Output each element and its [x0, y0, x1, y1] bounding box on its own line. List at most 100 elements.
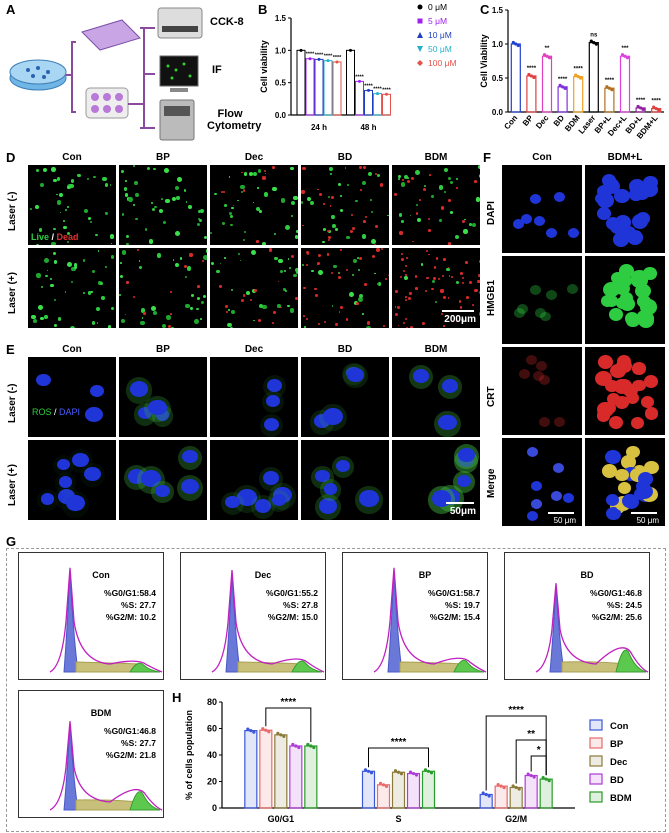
- legend-dapi: DAPI: [59, 407, 81, 417]
- dead-cell: [406, 257, 409, 260]
- live-cell: [139, 320, 145, 326]
- dead-cell: [471, 304, 475, 307]
- dead-cell: [306, 250, 310, 254]
- dead-cell: [314, 287, 317, 291]
- live-cell: [223, 257, 226, 260]
- cell-stain: [533, 215, 545, 226]
- live-cell: [135, 217, 139, 221]
- nucleus: [359, 489, 379, 507]
- live-cell: [43, 257, 49, 263]
- dead-cell: [400, 252, 403, 255]
- cell-stain: [615, 468, 630, 482]
- dead-cell: [258, 319, 262, 323]
- live-cell: [124, 193, 128, 197]
- cell-stain: [535, 308, 547, 319]
- cell-stain: [609, 415, 624, 429]
- dead-cell: [323, 202, 326, 205]
- chart-c-point: [574, 73, 578, 77]
- live-cell: [179, 257, 183, 260]
- cell-stain: [617, 481, 631, 494]
- chart-c-ytick-label: 0.5: [492, 74, 504, 83]
- chart-c-point: [542, 53, 547, 57]
- cell-stain: [631, 185, 649, 201]
- live-cell: [62, 219, 65, 223]
- live-cell: [415, 169, 421, 175]
- dead-cell: [465, 261, 468, 264]
- dead-cell: [184, 265, 188, 269]
- live-cell: [34, 204, 39, 209]
- panel-f-micrograph: 50 μm: [585, 438, 665, 526]
- live-cell: [357, 257, 359, 259]
- chart-b-significance: ****: [306, 52, 315, 58]
- chart-c-point: [592, 41, 596, 45]
- cell-stain: [567, 227, 579, 238]
- live-cell: [171, 327, 174, 328]
- live-cell: [140, 308, 146, 314]
- live-cell: [190, 307, 193, 310]
- live-cell: [184, 189, 187, 192]
- dead-cell: [440, 206, 445, 210]
- panel-e-legend: ROS / DAPI: [32, 407, 80, 417]
- live-cell: [171, 196, 177, 202]
- dead-cell: [337, 272, 340, 275]
- live-cell: [77, 174, 81, 178]
- dead-cell: [373, 243, 377, 245]
- live-cell: [153, 167, 156, 170]
- legend-sep: /: [49, 232, 57, 242]
- live-cell: [230, 223, 234, 227]
- flow-histogram: BDM %G0/G1:46.8 %S: 27.7 %G2/M: 21.8: [18, 690, 164, 818]
- live-cell: [84, 209, 89, 214]
- significance-label: ****: [508, 705, 524, 716]
- histogram-g0g1: %G0/G1:58.4: [104, 588, 156, 598]
- dead-cell: [241, 171, 243, 174]
- nucleus: [66, 495, 85, 511]
- dead-cell: [399, 275, 403, 279]
- dead-cell: [450, 276, 453, 279]
- live-cell: [237, 252, 240, 255]
- dead-cell: [126, 281, 129, 284]
- chart-h-bar: [494, 785, 508, 809]
- dead-cell: [402, 321, 405, 324]
- panel-d-micrograph: [210, 248, 298, 328]
- live-cell: [228, 309, 230, 312]
- panel-d-micrograph: [28, 248, 116, 328]
- live-cell: [362, 313, 365, 316]
- chart-b-point: [358, 79, 361, 83]
- chart-b-xtick-label: 48 h: [360, 123, 376, 132]
- dead-cell: [448, 275, 451, 278]
- chart-h-point: [541, 776, 545, 780]
- panel-letter-e: E: [6, 342, 15, 357]
- significance-bracket: [265, 707, 312, 742]
- significance-label: ****: [391, 737, 407, 748]
- chart-c-point: [545, 54, 549, 58]
- chart-h-point: [261, 727, 265, 731]
- live-cell: [104, 265, 107, 268]
- dead-cell: [404, 298, 408, 302]
- chart-h-ytick-label: 80: [207, 697, 217, 707]
- chart-h-legend-label: Dec: [610, 757, 627, 768]
- dead-cell: [242, 188, 246, 192]
- live-cell: [51, 166, 56, 172]
- nucleus: [138, 407, 153, 420]
- live-cell: [358, 293, 363, 298]
- label-flow-cytometry: Flow Cytometry: [207, 108, 262, 132]
- live-cell: [49, 277, 52, 281]
- chart-c-point: [532, 75, 536, 80]
- dead-cell: [344, 167, 347, 170]
- significance-label: **: [527, 729, 535, 740]
- dead-cell: [408, 291, 412, 295]
- cell-stain: [597, 402, 614, 417]
- dead-cell: [253, 289, 257, 293]
- cell-stain: [539, 417, 551, 428]
- cell-stain: [525, 355, 537, 366]
- flow-histogram: Dec %G0/G1:55.2 %S: 27.8 %G2/M: 15.0: [180, 552, 326, 680]
- panel-f-row-label: CRT: [486, 386, 497, 407]
- live-cell: [370, 199, 372, 201]
- live-cell: [401, 219, 404, 223]
- live-cell: [152, 208, 156, 212]
- live-cell: [253, 172, 258, 177]
- dead-cell: [302, 314, 305, 317]
- live-cell: [210, 232, 213, 235]
- cell-stain: [514, 308, 526, 319]
- live-cell: [53, 324, 57, 328]
